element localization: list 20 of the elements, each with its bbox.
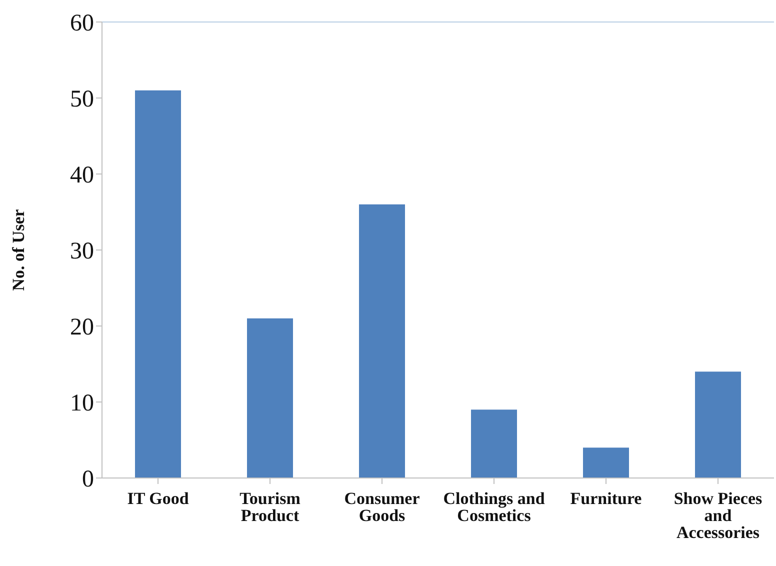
y-tick-label: 20 bbox=[70, 314, 94, 341]
bar bbox=[583, 448, 629, 478]
y-axis-title: No. of User bbox=[9, 208, 28, 291]
y-tick-label: 10 bbox=[70, 390, 94, 417]
bar bbox=[471, 410, 517, 478]
y-tick-label: 50 bbox=[70, 86, 94, 113]
x-tick-label: Consumer Goods bbox=[344, 489, 420, 526]
bar bbox=[359, 204, 405, 478]
x-tick-label: Show Pieces and Accessories bbox=[674, 489, 763, 542]
x-tick-label: IT Good bbox=[127, 489, 190, 508]
bar bbox=[247, 318, 293, 478]
y-tick-label: 60 bbox=[70, 10, 94, 37]
bar bbox=[135, 90, 181, 478]
y-tick-label: 30 bbox=[70, 238, 94, 265]
x-tick-label: Clothings and Cosmetics bbox=[443, 489, 546, 526]
x-tick-label: Tourism Product bbox=[240, 489, 300, 526]
y-tick-label: 40 bbox=[70, 162, 94, 189]
y-tick-label: 0 bbox=[82, 466, 94, 493]
bar bbox=[695, 372, 741, 478]
x-tick-label: Furniture bbox=[570, 489, 642, 508]
